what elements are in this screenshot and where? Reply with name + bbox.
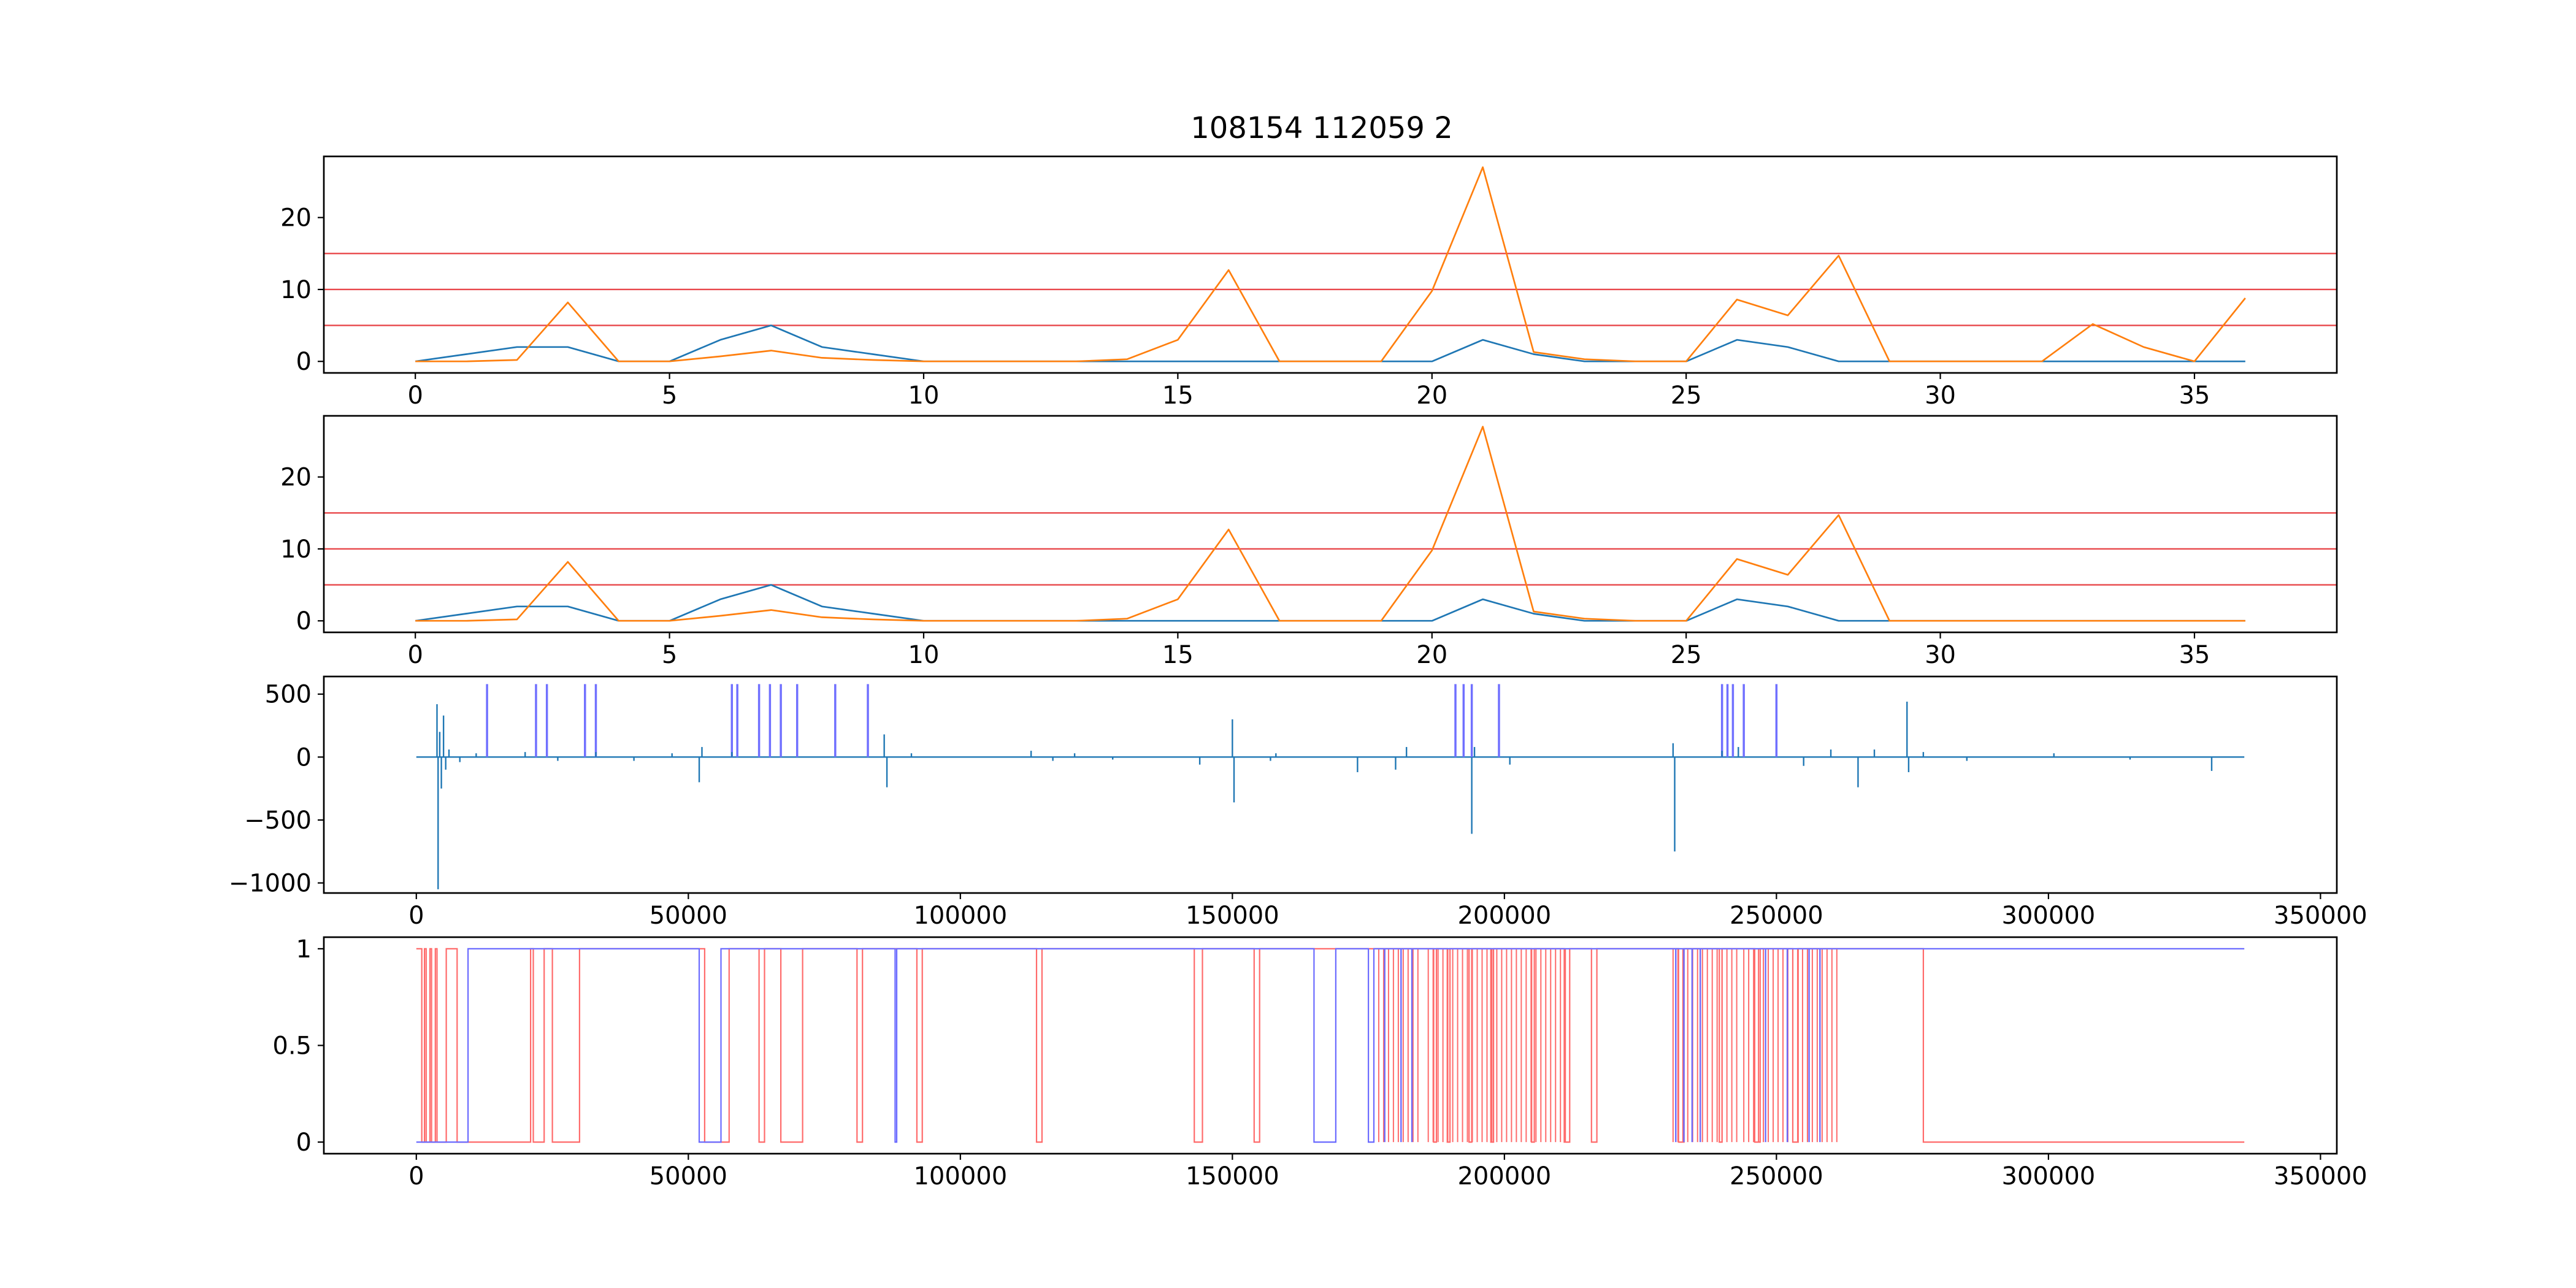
plot-area	[416, 684, 2245, 889]
x-tick-label: 200000	[1457, 902, 1551, 930]
y-tick-label: 10	[280, 276, 312, 304]
x-tick-label: 0	[407, 641, 423, 669]
y-tick-label: −500	[244, 807, 312, 835]
x-tick-label: 0	[408, 902, 424, 930]
x-tick-label: 15	[1162, 641, 1194, 669]
x-tick-label: 350000	[2274, 902, 2367, 930]
x-tick-label: 0	[407, 381, 423, 410]
axes-frame	[323, 155, 2338, 374]
axes-frame	[323, 675, 2338, 894]
x-tick-label: 300000	[2002, 1162, 2096, 1190]
x-tick-label: 20	[1416, 381, 1447, 410]
subplot-2: 0 5 10 15 20 25 30 35 0 10 20	[280, 415, 2338, 669]
x-tick-label: 30	[1925, 381, 1956, 410]
subplot-3: 0 50000 100000 150000 200000 250000 300000 3500…	[229, 675, 2367, 930]
y-tick-label: 0	[296, 607, 312, 635]
series-line-orange	[415, 426, 2245, 622]
x-tick-label: 10	[908, 641, 940, 669]
y-tick-label: 20	[280, 464, 312, 492]
y-tick-label: 0.5	[272, 1032, 312, 1060]
x-tick-label: 35	[2179, 381, 2210, 410]
y-tick-label: 10	[280, 535, 312, 564]
y-tick-label: 20	[280, 204, 312, 232]
y-tick-label: 1	[296, 935, 312, 964]
x-tick-label: 50000	[650, 1162, 727, 1190]
x-tick-label: 5	[662, 641, 677, 669]
x-tick-label: 0	[408, 1162, 424, 1190]
x-tick-label: 35	[2179, 641, 2210, 669]
series-line-orange	[415, 166, 2246, 362]
figure-title: 108154 112059 2	[1190, 111, 1453, 145]
subplot-1: 0 5 10 15 20 25 30 35 0 10 20	[280, 155, 2338, 410]
x-tick-label: 30	[1925, 641, 1956, 669]
y-tick-label: 0	[296, 743, 312, 772]
x-tick-label: 10	[908, 381, 940, 410]
x-tick-label: 100000	[913, 1162, 1007, 1190]
x-tick-label: 25	[1671, 381, 1702, 410]
plot-area	[324, 166, 2337, 362]
y-tick-label: 500	[265, 681, 312, 709]
x-tick-label: 150000	[1186, 1162, 1279, 1190]
y-tick-label: −1000	[229, 870, 312, 898]
x-tick-label: 350000	[2274, 1162, 2367, 1190]
x-tick-label: 100000	[913, 902, 1007, 930]
axes-frame	[323, 415, 2338, 634]
y-tick-label: 0	[296, 348, 312, 376]
blue-step-line	[416, 948, 2245, 1143]
x-tick-label: 200000	[1457, 1162, 1551, 1190]
x-tick-label: 25	[1671, 641, 1702, 669]
x-tick-label: 20	[1416, 641, 1447, 669]
x-tick-label: 300000	[2002, 902, 2096, 930]
plot-area	[324, 426, 2337, 622]
x-tick-label: 15	[1162, 381, 1194, 410]
x-tick-label: 50000	[650, 902, 727, 930]
x-tick-label: 250000	[1730, 1162, 1823, 1190]
x-tick-label: 150000	[1186, 902, 1279, 930]
plot-area	[416, 948, 2245, 1143]
y-tick-label: 0	[296, 1129, 312, 1157]
subplot-4: 0 50000 100000 150000 200000 250000 300000 3500…	[272, 935, 2367, 1190]
x-tick-label: 250000	[1730, 902, 1823, 930]
x-tick-label: 5	[662, 381, 677, 410]
